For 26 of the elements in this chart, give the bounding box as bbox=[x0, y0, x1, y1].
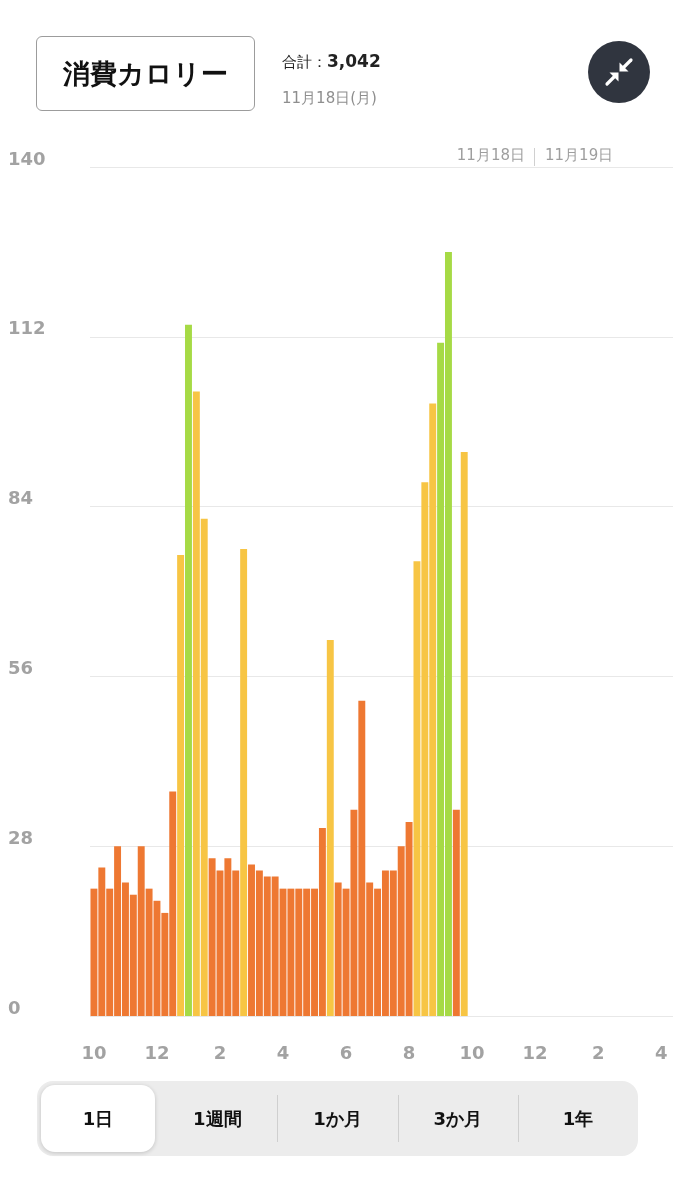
y-tick-label: 112 bbox=[8, 317, 46, 339]
x-tick-label: 4 bbox=[654, 1041, 668, 1063]
x-tick-label: 8 bbox=[402, 1041, 416, 1063]
text: 11月18日 bbox=[456, 146, 525, 165]
x-tick-label: 12 bbox=[522, 1041, 548, 1063]
y-tick-label: 140 bbox=[8, 147, 46, 169]
x-tick-label: 2 bbox=[213, 1041, 227, 1063]
x-tick-label: 10 bbox=[459, 1041, 485, 1063]
x-tick-label: 10 bbox=[81, 1041, 107, 1063]
y-tick-label: 84 bbox=[8, 487, 34, 509]
text: 1か月 bbox=[312, 1106, 363, 1131]
text: 3か月 bbox=[432, 1106, 483, 1131]
text: 1日 bbox=[41, 1085, 156, 1152]
x-tick-label: 2 bbox=[591, 1041, 605, 1063]
text: 合計：3,042 bbox=[282, 51, 381, 72]
x-tick-label: 4 bbox=[276, 1041, 290, 1063]
text: 1週間 bbox=[192, 1106, 243, 1131]
text: 11月19日 bbox=[545, 146, 614, 165]
y-tick-label: 28 bbox=[8, 826, 34, 848]
x-tick-label: 12 bbox=[144, 1041, 170, 1063]
y-tick-label: 0 bbox=[8, 996, 21, 1018]
chart-subtitle: 11月18日(月) bbox=[282, 89, 377, 108]
x-tick-label: 6 bbox=[339, 1041, 353, 1063]
chart-title: 消費カロリー bbox=[36, 36, 255, 111]
y-tick-label: 56 bbox=[8, 656, 34, 678]
text: 1年 bbox=[561, 1106, 595, 1131]
